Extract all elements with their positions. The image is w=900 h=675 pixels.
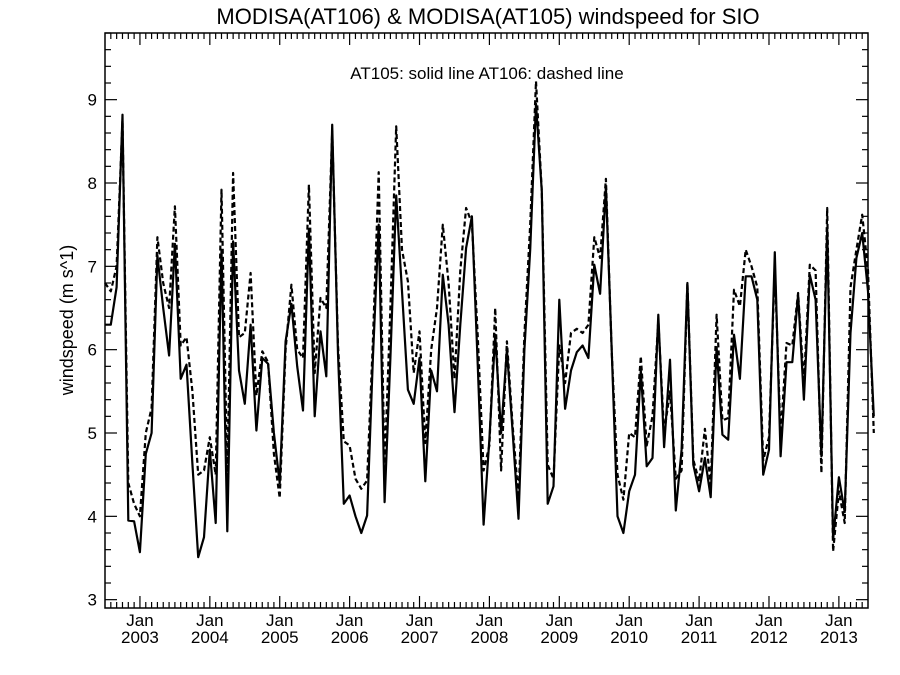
x-tick-year-label: 2006 bbox=[331, 628, 369, 647]
x-axis: Jan2003Jan2004Jan2005Jan2006Jan2007Jan20… bbox=[110, 33, 863, 647]
y-axis-label: windspeed (m s^1) bbox=[57, 245, 77, 397]
x-tick-month-label: Jan bbox=[546, 611, 573, 630]
x-tick-year-label: 2012 bbox=[750, 628, 788, 647]
x-tick-month-label: Jan bbox=[336, 611, 363, 630]
x-tick-month-label: Jan bbox=[406, 611, 433, 630]
y-tick-label: 7 bbox=[88, 257, 97, 276]
y-tick-label: 6 bbox=[88, 341, 97, 360]
x-tick-month-label: Jan bbox=[126, 611, 153, 630]
x-tick-month-label: Jan bbox=[755, 611, 782, 630]
y-tick-label: 9 bbox=[88, 91, 97, 110]
series-line-at106 bbox=[104, 80, 875, 553]
x-tick-year-label: 2009 bbox=[540, 628, 578, 647]
x-tick-year-label: 2011 bbox=[681, 628, 718, 647]
x-tick-year-label: 2003 bbox=[121, 628, 159, 647]
x-tick-year-label: 2005 bbox=[261, 628, 299, 647]
x-tick-year-label: 2010 bbox=[610, 628, 648, 647]
series-layer bbox=[104, 80, 875, 559]
y-tick-label: 4 bbox=[88, 507, 97, 526]
chart-title: MODISA(AT106) & MODISA(AT105) windspeed … bbox=[216, 4, 759, 29]
x-tick-year-label: 2008 bbox=[470, 628, 508, 647]
x-tick-year-label: 2004 bbox=[191, 628, 229, 647]
x-tick-month-label: Jan bbox=[196, 611, 223, 630]
x-tick-month-label: Jan bbox=[266, 611, 293, 630]
x-tick-month-label: Jan bbox=[615, 611, 642, 630]
x-tick-month-label: Jan bbox=[685, 611, 712, 630]
y-tick-label: 8 bbox=[88, 174, 97, 193]
y-tick-label: 3 bbox=[88, 591, 97, 610]
x-tick-month-label: Jan bbox=[825, 611, 852, 630]
y-axis: 3 4 5 6 7 8 9 bbox=[88, 32, 868, 610]
y-tick-label: 5 bbox=[88, 424, 97, 443]
plot-frame bbox=[104, 32, 869, 609]
legend-annotation: AT105: solid line AT106: dashed line bbox=[350, 64, 623, 83]
x-tick-month-label: Jan bbox=[476, 611, 503, 630]
x-tick-year-label: 2013 bbox=[820, 628, 858, 647]
x-tick-year-label: 2007 bbox=[401, 628, 439, 647]
